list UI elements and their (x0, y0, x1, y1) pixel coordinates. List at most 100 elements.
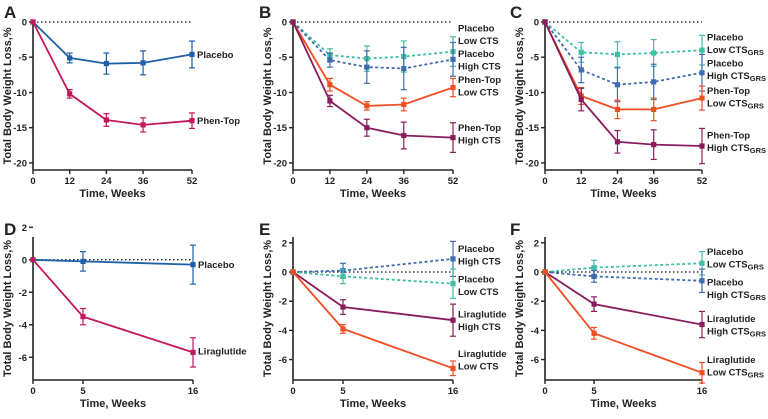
data-point (103, 60, 109, 67)
y-tick-label: -5 (279, 53, 288, 64)
series-label: High CTSGRS (707, 290, 766, 302)
y-tick-label: -10 (525, 88, 539, 99)
series-label: Low CTSGRS (707, 367, 764, 379)
series-label: Low CTS (458, 362, 499, 373)
data-point (651, 106, 657, 112)
x-axis-label: Time, Weeks (340, 398, 406, 410)
x-tick-label: 0 (30, 176, 35, 187)
data-point (340, 304, 346, 310)
series-label: Phen-Top (197, 116, 240, 127)
y-tick-label: 2 (22, 223, 27, 234)
x-tick-label: 0 (290, 386, 295, 397)
x-tick-label: 16 (697, 386, 708, 397)
series-label: Liraglutide (458, 310, 507, 321)
series-label: Placebo (707, 59, 744, 70)
y-tick-label: 0 (534, 18, 539, 29)
panel-letter: F (510, 220, 520, 239)
series-liraglutide: Liraglutide (30, 257, 247, 368)
y-tick-label: -2 (531, 297, 539, 308)
x-tick-label: 0 (290, 176, 295, 187)
x-tick-label: 16 (448, 386, 459, 397)
series-label: Placebo (458, 275, 495, 286)
series-label-subscript: GRS (750, 330, 766, 339)
series-line (292, 21, 454, 60)
data-point (614, 51, 621, 58)
data-point (450, 56, 456, 62)
series-line (544, 21, 703, 111)
x-tick-label: 5 (591, 386, 597, 397)
data-point (450, 84, 456, 91)
x-tick-label: 52 (187, 176, 198, 187)
series-label: High CTSGRS (707, 327, 766, 339)
series-placebo: Placebo (30, 19, 234, 76)
x-axis-label: Time, Weeks (590, 188, 656, 200)
data-point (699, 278, 705, 284)
series-line (32, 21, 193, 126)
x-tick-label: 0 (30, 386, 35, 397)
data-point (189, 51, 195, 58)
data-point (401, 132, 407, 139)
series-line (32, 21, 193, 65)
x-tick-label: 36 (138, 176, 149, 187)
y-tick-label: -6 (531, 355, 539, 366)
series-label: Phen-Top (707, 131, 750, 142)
y-axis-label: Total Body Weight Loss,% (2, 27, 14, 164)
series-phen-top-low-cts-grs: Phen-Top Low CTSGRS (542, 19, 764, 122)
x-tick-label: 0 (542, 386, 547, 397)
y-tick-label: -6 (19, 353, 27, 364)
series-label: Phen-Top (458, 123, 501, 134)
x-tick-label: 52 (697, 176, 708, 187)
y-tick-label: -6 (279, 355, 287, 366)
data-point (364, 64, 370, 70)
series-label: Placebo (458, 49, 495, 60)
y-tick-label: -4 (279, 326, 288, 337)
data-point (80, 314, 86, 320)
data-point (699, 47, 705, 53)
y-tick-label: 0 (22, 18, 27, 29)
x-tick-label: 36 (648, 176, 659, 187)
y-tick-label: 2 (282, 238, 287, 249)
series-label: Placebo (197, 50, 234, 61)
x-axis-label: Time, Weeks (340, 188, 406, 200)
data-point (327, 82, 333, 88)
panel-e: E 2 0 -2 -4 -6 0 5 16 Time, Weeks Total Body Weigh… (259, 220, 507, 410)
data-point (591, 273, 597, 279)
data-point (290, 19, 296, 25)
data-point (578, 96, 584, 103)
y-axis-label: Total Body Weight Loss,% (262, 240, 274, 377)
y-tick-label: 0 (282, 18, 287, 29)
series-label-subscript: GRS (748, 102, 764, 111)
data-point (651, 79, 657, 85)
data-point (699, 260, 705, 266)
data-point (190, 349, 196, 355)
series-label: High CTSGRS (707, 143, 766, 155)
x-tick-label: 52 (448, 176, 459, 187)
data-point (591, 265, 597, 271)
data-point (651, 50, 657, 56)
series-label: Low CTSGRS (707, 99, 764, 111)
series-label-subscript: GRS (748, 263, 764, 272)
x-tick-label: 24 (612, 176, 623, 187)
x-tick-label: 5 (80, 386, 86, 397)
data-point (290, 269, 296, 275)
data-point (140, 122, 146, 128)
panel-f: F 2 0 -2 -4 -6 0 5 16 Time, Weeks Total Body Weigh… (510, 220, 766, 410)
series-label: Phen-Top (458, 75, 501, 86)
data-point (401, 65, 407, 72)
y-axis-label: Total Body Weight Loss,% (514, 240, 526, 377)
series-label: Low CTS (458, 87, 499, 98)
data-point (80, 258, 86, 264)
series-label: Placebo (458, 244, 495, 255)
series-liraglutide-high-cts-grs: Liraglutide High CTSGRS (542, 269, 766, 339)
y-tick-label: -10 (13, 88, 27, 99)
panel-letter: E (259, 220, 270, 239)
data-point (614, 139, 621, 145)
